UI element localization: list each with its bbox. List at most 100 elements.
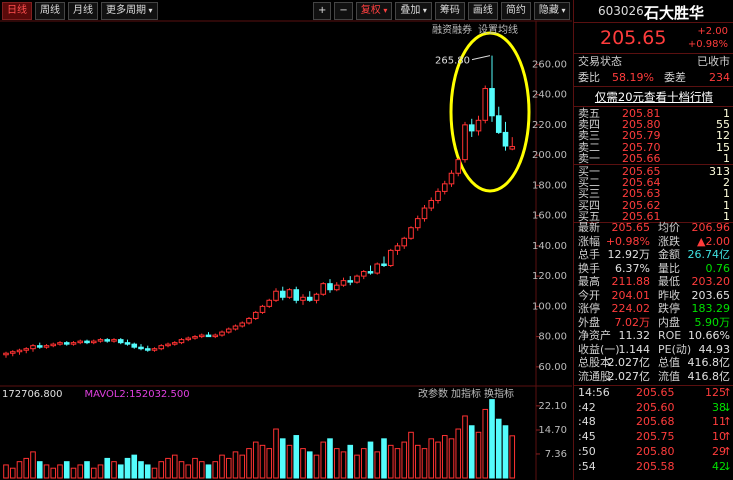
sep bbox=[574, 86, 733, 87]
stat-value: 11.32 bbox=[618, 329, 651, 342]
stock-code: 603026 bbox=[598, 4, 644, 18]
book-qty: 55 bbox=[716, 118, 730, 132]
sep bbox=[574, 106, 733, 107]
stat-label: 涨幅 bbox=[578, 234, 600, 248]
sep bbox=[574, 222, 733, 223]
stat-value: 224.02 bbox=[611, 302, 651, 315]
volume-bar bbox=[333, 448, 340, 479]
chart-link[interactable]: 融资融券 bbox=[432, 23, 472, 36]
tool-button[interactable]: 筹码 bbox=[434, 2, 465, 20]
candle-body bbox=[151, 348, 158, 351]
volume-bar bbox=[124, 457, 131, 479]
period-button[interactable]: 更多周期 bbox=[101, 2, 158, 20]
tool-button[interactable]: 复权 bbox=[355, 2, 393, 20]
indicator-action[interactable]: 改参数 bbox=[418, 387, 448, 400]
stat-label: 最高 bbox=[578, 275, 600, 288]
stat-label: 跌停 bbox=[658, 302, 680, 315]
indicator-action[interactable]: 换指标 bbox=[484, 387, 514, 400]
chart-link[interactable]: 设置均线 bbox=[478, 23, 518, 36]
stat-label: 昨收 bbox=[658, 288, 680, 302]
y-tick-label: 160.00 bbox=[532, 211, 567, 222]
volume-bar bbox=[185, 464, 192, 479]
candle-body bbox=[205, 334, 212, 338]
tool-button[interactable]: − bbox=[334, 2, 353, 20]
y-tick-label: 22.10 bbox=[538, 401, 567, 412]
volume-bar bbox=[273, 428, 279, 479]
candle-body bbox=[387, 249, 394, 267]
y-tick-label: 180.00 bbox=[532, 180, 567, 191]
candle-body bbox=[232, 325, 239, 330]
candle-body bbox=[131, 343, 138, 348]
stat-value: ▲2.00 bbox=[697, 234, 730, 248]
tool-button[interactable]: 叠加 bbox=[395, 2, 432, 20]
volume-bar bbox=[131, 454, 138, 479]
candle-body bbox=[97, 339, 104, 342]
candle-body bbox=[320, 283, 327, 295]
candle-body bbox=[178, 339, 185, 344]
tool-button[interactable]: + bbox=[313, 2, 332, 20]
volume-bar bbox=[70, 467, 77, 479]
tick-time: :48 bbox=[578, 415, 596, 429]
candle-body bbox=[165, 343, 171, 347]
volume-bar bbox=[97, 464, 104, 479]
volume-bar bbox=[9, 467, 16, 479]
volume-bar bbox=[279, 438, 286, 479]
volume-bar bbox=[43, 464, 50, 479]
chart-area: 融资融券 设置均线 60.00 80.00 100.00 120.00 140.00 160.… bbox=[0, 20, 572, 480]
volume-bar bbox=[489, 399, 495, 479]
stock-name: 石大胜华 bbox=[644, 4, 705, 22]
volume-bar bbox=[151, 467, 158, 479]
stat-label: 最低 bbox=[658, 275, 680, 288]
book-label: 买一 bbox=[578, 165, 600, 178]
highlight-ellipse bbox=[449, 31, 531, 193]
y-tick-label: 200.00 bbox=[532, 150, 567, 161]
candle-body bbox=[90, 340, 97, 344]
volume-bar bbox=[16, 461, 23, 479]
period-button[interactable]: 日线 bbox=[2, 2, 32, 20]
tick-time: :50 bbox=[578, 444, 596, 458]
volume-bar bbox=[394, 448, 401, 479]
candle-body bbox=[482, 88, 489, 121]
candle-body bbox=[448, 172, 455, 185]
promo-link[interactable]: 仅需20元查看十档行情 bbox=[594, 90, 714, 104]
volume-bar bbox=[192, 457, 198, 479]
candle-body bbox=[273, 290, 279, 301]
indicator-action[interactable]: 加指标 bbox=[451, 387, 481, 400]
stat-value: 12.92万 bbox=[607, 248, 651, 261]
candle-body bbox=[77, 340, 84, 344]
stat-label: 今开 bbox=[578, 288, 600, 302]
candle-body bbox=[313, 293, 320, 301]
period-button[interactable]: 月线 bbox=[68, 2, 98, 20]
candle-body bbox=[367, 271, 374, 274]
tool-bar: +−复权叠加筹码画线简约隐藏 bbox=[313, 2, 571, 20]
candle-body bbox=[70, 342, 77, 345]
period-button[interactable]: 周线 bbox=[35, 2, 65, 20]
candle-body bbox=[435, 190, 441, 201]
book-label: 买四 bbox=[578, 198, 600, 212]
stat-value: 416.8亿 bbox=[687, 356, 731, 369]
tool-button[interactable]: 简约 bbox=[500, 2, 531, 20]
tick-arrow bbox=[723, 401, 732, 415]
book-price: 205.65 bbox=[622, 165, 661, 178]
stat-label: 流值 bbox=[658, 369, 680, 383]
volume-bar bbox=[171, 454, 178, 479]
candle-body bbox=[279, 290, 286, 298]
change-pct: +0.98% bbox=[687, 39, 728, 50]
candle-body bbox=[212, 334, 219, 338]
volume-bar bbox=[509, 435, 516, 479]
volume-bar bbox=[441, 435, 448, 479]
stat-label: 最新 bbox=[578, 221, 600, 234]
volume-bar bbox=[435, 441, 441, 479]
y-tick-label: 7.36 bbox=[545, 449, 567, 460]
volume-bar bbox=[408, 431, 414, 479]
stat-value: 203.20 bbox=[691, 275, 731, 288]
tick-arrow bbox=[723, 415, 732, 429]
tool-button[interactable]: 隐藏 bbox=[533, 2, 571, 20]
tick-time: :54 bbox=[578, 459, 596, 473]
volume-bar bbox=[414, 444, 421, 479]
stat-value: 10.66% bbox=[688, 329, 730, 342]
book-qty: 15 bbox=[716, 140, 730, 154]
tool-button[interactable]: 画线 bbox=[467, 2, 498, 20]
volume-bar bbox=[293, 435, 300, 479]
